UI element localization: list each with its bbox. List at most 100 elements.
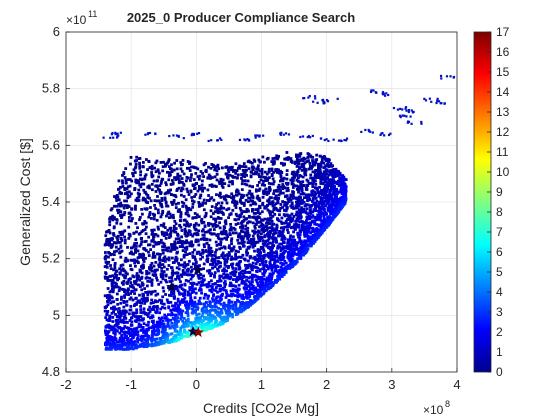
cloud-point: [232, 303, 236, 307]
cloud-point: [137, 283, 141, 287]
cloud-point: [154, 207, 157, 210]
cloud-point: [225, 259, 229, 263]
cloud-point: [208, 222, 212, 226]
cloud-point: [121, 232, 124, 236]
cloud-point: [233, 228, 237, 231]
cloud-point: [231, 182, 234, 186]
cloud-point: [190, 304, 194, 308]
cloud-point: [286, 201, 289, 205]
cloud-point: [141, 161, 145, 164]
cloud-point: [213, 259, 217, 263]
cloud-point: [145, 323, 149, 327]
cloud-point: [185, 273, 189, 276]
cloud-point: [316, 173, 320, 177]
cloud-point: [284, 261, 288, 265]
cloud-point: [260, 170, 264, 174]
cloud-point: [178, 308, 182, 312]
cloud-point: [259, 224, 263, 228]
cloud-point: [216, 324, 219, 328]
cloud-point: [185, 301, 189, 305]
cloud-point: [304, 251, 307, 255]
cloud-point: [150, 228, 154, 232]
cloud-point: [217, 201, 220, 205]
cloud-point: [136, 226, 139, 230]
cloud-point: [279, 253, 283, 256]
cloud-point: [119, 214, 122, 217]
cloud-point: [228, 166, 232, 169]
cloud-point: [161, 305, 164, 309]
cloud-point: [210, 254, 214, 257]
cloud-point: [273, 196, 277, 200]
cloud-point: [222, 276, 225, 280]
cloud-point: [285, 189, 289, 193]
cloud-point: [115, 292, 119, 296]
cloud-point: [181, 158, 185, 162]
cloud-point: [126, 290, 130, 294]
cloud-point: [155, 337, 159, 341]
cloud-point: [242, 302, 246, 306]
cloud-point: [167, 159, 170, 163]
cloud-point: [110, 281, 114, 285]
cloud-point: [118, 325, 122, 329]
cloud-point: [240, 176, 243, 180]
cloud-point: [222, 301, 226, 305]
cloud-point: [107, 230, 111, 233]
cloud-point: [192, 223, 196, 227]
cloud-point: [262, 277, 266, 281]
cloud-point: [305, 219, 308, 223]
cloud-point: [127, 219, 131, 223]
cloud-point: [189, 223, 192, 226]
cloud-point: [262, 189, 266, 193]
cloud-point: [184, 305, 188, 309]
cloud-point: [153, 199, 157, 203]
cloud-point: [105, 318, 109, 322]
cloud-point: [156, 321, 160, 324]
cloud-point: [256, 207, 260, 211]
cloud-point: [211, 257, 214, 261]
cloud-point: [140, 297, 144, 301]
cloud-point: [325, 212, 329, 216]
cloud-point: [322, 193, 326, 197]
cloud-point: [215, 169, 219, 173]
cloud-point: [266, 287, 270, 291]
cloud-point: [106, 339, 109, 343]
cloud-point: [252, 166, 255, 169]
cloud-point: [226, 254, 230, 258]
cloud-point: [133, 258, 136, 262]
cloud-point: [344, 194, 348, 197]
cloud-point: [150, 283, 154, 287]
cloud-point: [258, 284, 262, 287]
cloud-point: [297, 161, 301, 165]
cloud-point: [281, 273, 285, 276]
cloud-point: [301, 240, 304, 244]
cloud-point: [142, 329, 146, 333]
cloud-point: [142, 331, 145, 334]
cloud-point: [180, 292, 184, 296]
cloud-point: [262, 230, 265, 234]
cloud-point: [188, 169, 192, 172]
cloud-point: [113, 250, 116, 254]
cloud-point: [320, 161, 323, 164]
cloud-point: [179, 215, 183, 219]
cloud-point: [109, 301, 113, 305]
cloud-point: [298, 233, 302, 237]
cloud-point: [141, 337, 145, 340]
cloud-point: [267, 251, 270, 255]
cloud-point: [267, 181, 271, 185]
cloud-point: [210, 163, 214, 166]
cloud-point: [129, 331, 133, 335]
cloud-point: [219, 302, 223, 306]
cloud-point: [286, 222, 290, 226]
cloud-point: [309, 223, 313, 226]
cloud-point: [105, 238, 109, 242]
cloud-point: [254, 294, 257, 298]
cloud-point: [133, 331, 137, 335]
cloud-point: [140, 212, 144, 216]
cloud-point: [164, 335, 168, 339]
cloud-point: [117, 208, 121, 212]
cloud-point: [259, 251, 263, 255]
cloud-point: [108, 217, 111, 221]
cloud-point: [133, 205, 137, 209]
cloud-point: [197, 281, 201, 284]
cloud-point: [272, 192, 276, 196]
